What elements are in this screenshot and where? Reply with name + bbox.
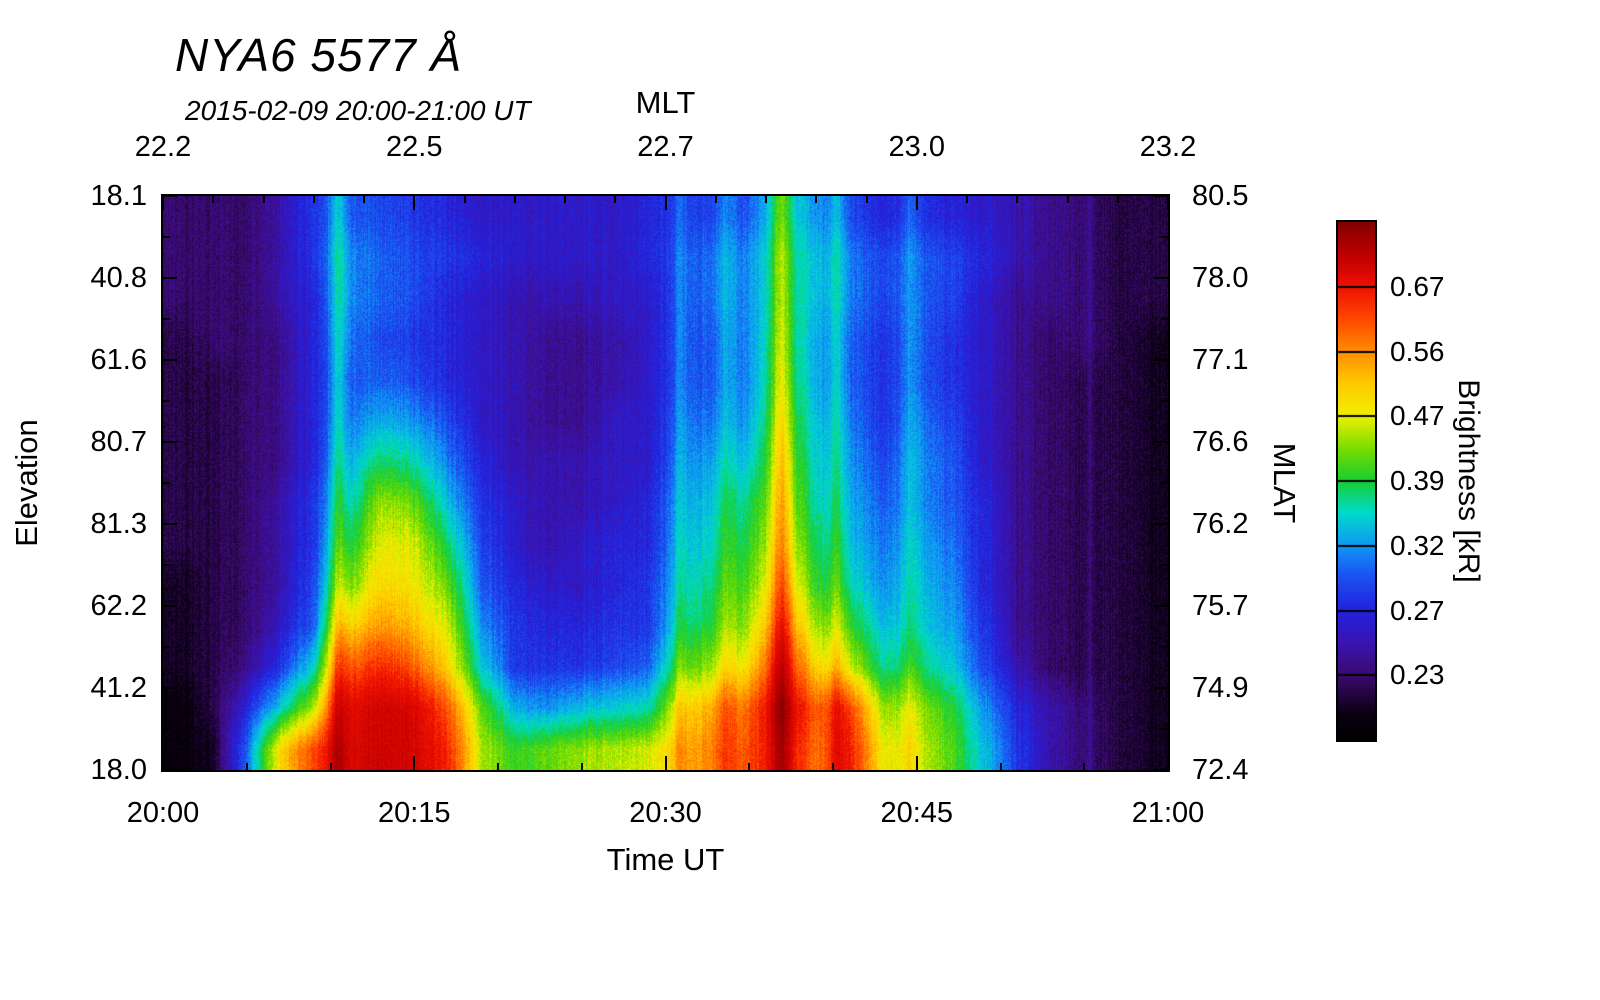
mlat-tick-label: 76.6 bbox=[1192, 426, 1249, 458]
brightness-tick-label: 0.67 bbox=[1390, 270, 1445, 302]
mlat-tick-label: 78.0 bbox=[1192, 262, 1249, 294]
mlat-tick-label: 72.4 bbox=[1192, 754, 1249, 786]
mlt-tick-label: 22.7 bbox=[637, 131, 694, 163]
elevation-tick-label: 40.8 bbox=[90, 262, 147, 294]
bottom-axis-title: Time UT bbox=[606, 842, 725, 877]
elevation-tick-label: 41.2 bbox=[90, 672, 147, 704]
time-tick-label: 20:15 bbox=[377, 797, 451, 829]
mlt-tick-label: 23.2 bbox=[1139, 131, 1197, 163]
mlt-tick-label: 23.0 bbox=[888, 131, 945, 163]
heatmap-canvas bbox=[163, 196, 1168, 770]
brightness-tick-label: 0.39 bbox=[1390, 465, 1445, 496]
mlat-tick-label: 77.1 bbox=[1192, 344, 1249, 376]
mlat-tick-label: 75.7 bbox=[1192, 590, 1249, 622]
elevation-tick-label: 18.1 bbox=[90, 180, 147, 212]
elevation-tick-label: 62.2 bbox=[90, 590, 147, 622]
mlat-tick-label: 74.9 bbox=[1192, 672, 1249, 704]
mlat-tick-label: 80.5 bbox=[1192, 180, 1249, 212]
time-tick-label: 20:30 bbox=[629, 797, 702, 829]
brightness-tick-label: 0.56 bbox=[1390, 335, 1445, 367]
elevation-tick-label: 61.6 bbox=[90, 344, 147, 376]
heatmap-plot-area bbox=[161, 194, 1170, 772]
plot-title: NYA6 5577 Å bbox=[175, 29, 463, 81]
mlt-tick-label: 22.5 bbox=[386, 131, 443, 163]
elevation-tick-label: 81.3 bbox=[90, 508, 147, 540]
brightness-tick-label: 0.47 bbox=[1390, 400, 1445, 432]
colorbar-gradient bbox=[1338, 222, 1375, 740]
colorbar bbox=[1336, 220, 1377, 742]
top-axis-title: MLT bbox=[635, 85, 696, 120]
mlat-tick-label: 76.2 bbox=[1192, 508, 1249, 540]
time-tick-label: 20:00 bbox=[126, 797, 200, 829]
mlt-tick-label: 22.2 bbox=[134, 131, 192, 163]
time-tick-label: 20:45 bbox=[880, 797, 954, 829]
brightness-tick-label: 0.32 bbox=[1390, 529, 1445, 561]
elevation-tick-label: 80.7 bbox=[90, 426, 147, 458]
elevation-tick-label: 18.0 bbox=[90, 754, 147, 786]
brightness-tick-label: 0.23 bbox=[1390, 659, 1445, 691]
brightness-tick-label: 0.27 bbox=[1390, 594, 1445, 626]
plot-subtitle: 2015-02-09 20:00-21:00 UT bbox=[185, 95, 531, 126]
time-tick-label: 21:00 bbox=[1131, 797, 1205, 829]
